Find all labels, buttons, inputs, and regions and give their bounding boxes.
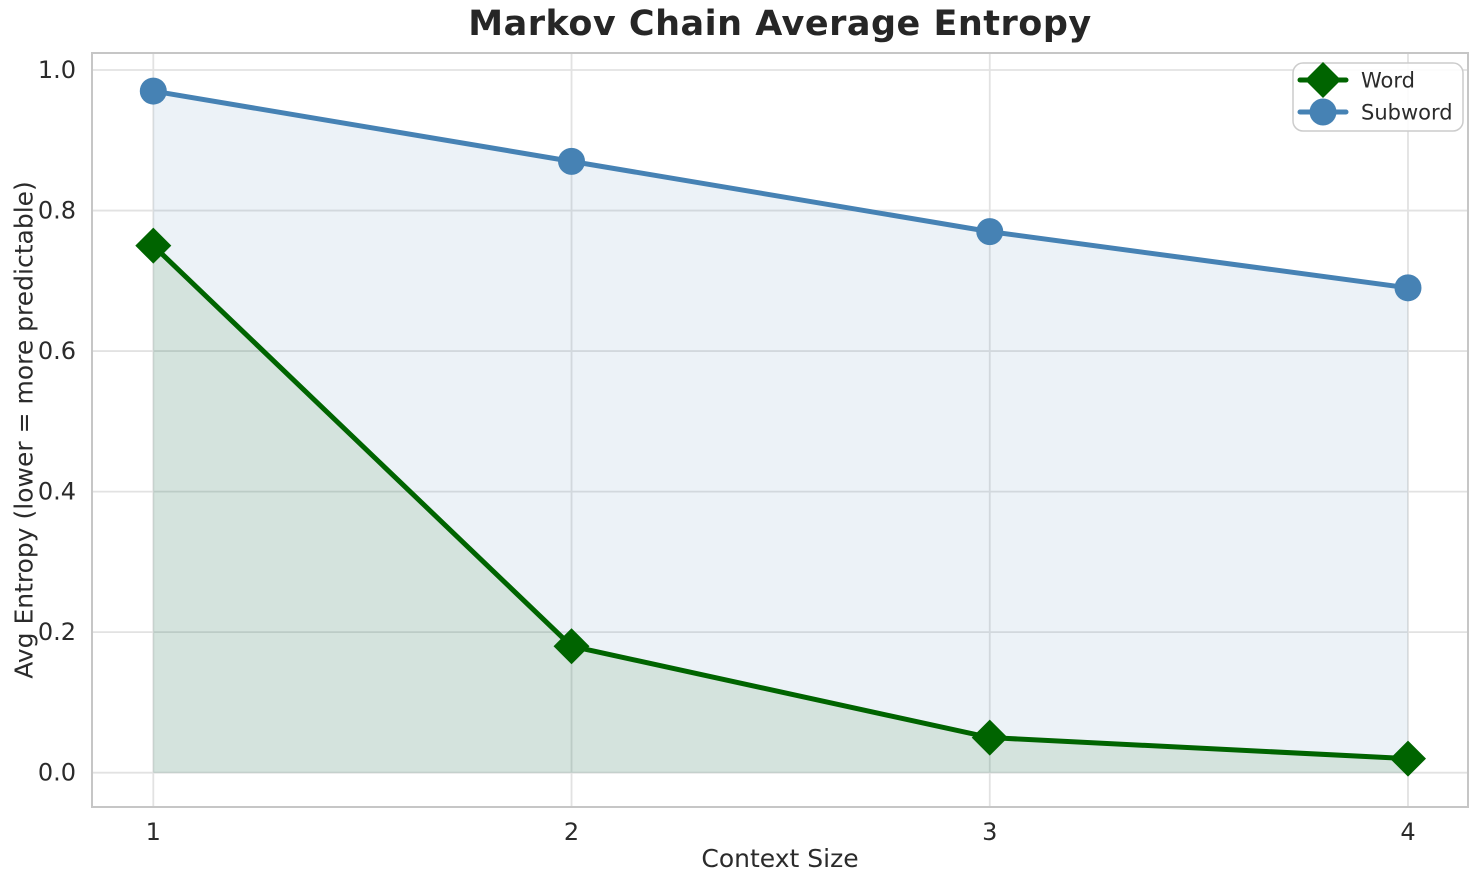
data-point-word: [553, 628, 590, 665]
legend-label: Word: [1361, 69, 1415, 93]
y-tick-label: 0.4: [38, 478, 76, 506]
data-point-word: [135, 227, 172, 264]
area-fill-word: [153, 245, 1408, 773]
chart-title: Markov Chain Average Entropy: [468, 4, 1092, 44]
legend-diamond-icon: [1305, 62, 1341, 98]
plot-border: [91, 52, 1469, 808]
x-tick-label: 4: [1400, 818, 1415, 846]
data-point-subword: [976, 218, 1004, 246]
y-tick-label: 1.0: [38, 56, 76, 84]
x-tick-label: 2: [564, 818, 579, 846]
x-tick-label: 1: [146, 818, 161, 846]
data-point-subword: [558, 147, 586, 175]
legend-circle-icon: [1309, 98, 1337, 126]
y-tick-label: 0.8: [38, 197, 76, 225]
x-tick-label: 3: [982, 818, 997, 846]
legend: Word Subword: [1292, 62, 1464, 132]
data-point-subword: [139, 77, 167, 105]
series-line-subword: [150, 88, 1411, 291]
area-fill-subword: [153, 91, 1408, 773]
data-point-word: [971, 719, 1008, 756]
data-point-subword: [1394, 274, 1422, 302]
y-tick-label: 0.2: [38, 618, 76, 646]
y-tick-label: 0.0: [38, 759, 76, 787]
legend-label: Subword: [1361, 101, 1453, 125]
x-axis-label: Context Size: [701, 844, 859, 873]
y-tick-label: 0.6: [38, 337, 76, 365]
data-point-word: [1389, 740, 1426, 777]
legend-item-word: Word: [1297, 62, 1415, 98]
legend-item-subword: Subword: [1297, 98, 1453, 126]
series-line-word: [150, 243, 1411, 762]
